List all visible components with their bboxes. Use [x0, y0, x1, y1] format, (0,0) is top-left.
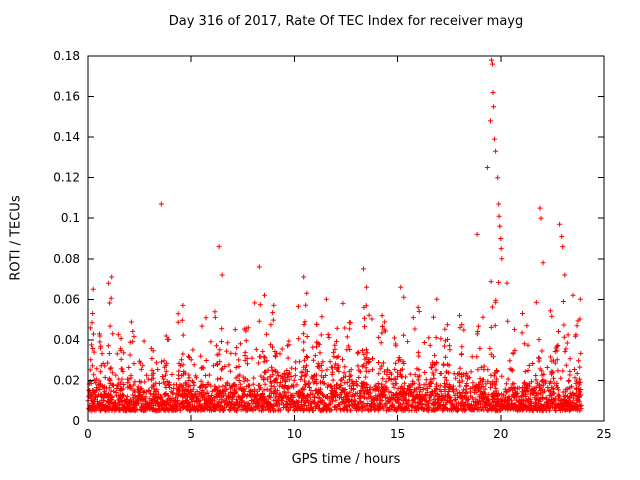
- x-axis-label: GPS time / hours: [291, 452, 401, 467]
- y-tick-label: 0.08: [53, 252, 80, 266]
- axis-ticks: [87, 55, 605, 422]
- y-tick-label: 0.14: [53, 130, 80, 144]
- x-tick-label: 5: [187, 427, 195, 441]
- y-tick-label: 0.18: [53, 49, 80, 63]
- y-tick-label: 0.04: [53, 333, 80, 347]
- data-points: [85, 57, 584, 414]
- y-tick-label: 0.12: [53, 171, 80, 185]
- y-tick-label: 0.16: [53, 90, 80, 104]
- plot-border: [87, 55, 605, 422]
- x-tick-label: 10: [287, 427, 302, 441]
- x-tick-label: 0: [84, 427, 92, 441]
- y-tick-label: 0.06: [53, 292, 80, 306]
- x-tick-label: 25: [596, 427, 611, 441]
- x-tick-label: 20: [493, 427, 508, 441]
- chart-title: Day 316 of 2017, Rate Of TEC Index for r…: [168, 14, 524, 29]
- x-tick-label: 15: [390, 427, 405, 441]
- y-tick-label: 0.1: [61, 211, 80, 225]
- y-tick-label: 0.02: [53, 373, 80, 387]
- y-tick-label: 0: [72, 414, 80, 428]
